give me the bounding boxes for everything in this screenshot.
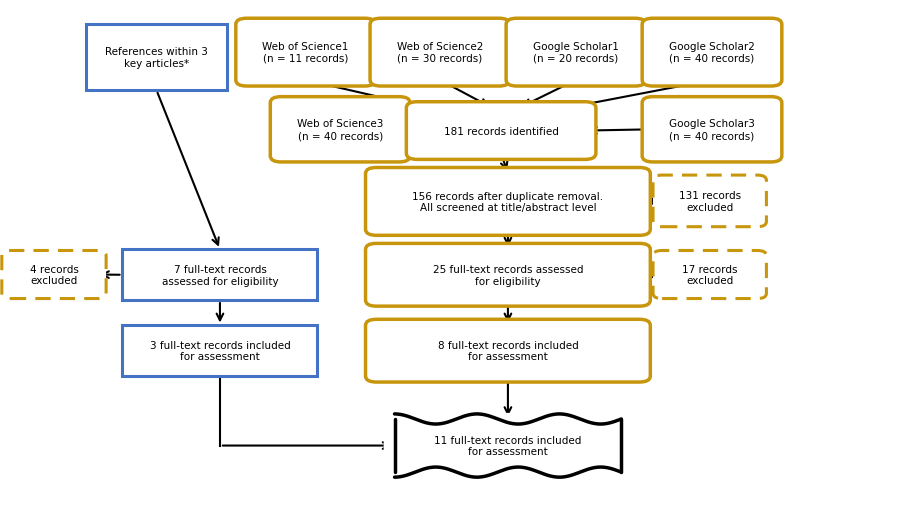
FancyBboxPatch shape <box>270 97 410 163</box>
FancyBboxPatch shape <box>642 97 782 163</box>
Text: 17 records
excluded: 17 records excluded <box>682 264 737 286</box>
Text: 25 full-text records assessed
for eligibility: 25 full-text records assessed for eligib… <box>433 265 583 286</box>
FancyBboxPatch shape <box>366 244 650 307</box>
Text: 3 full-text records included
for assessment: 3 full-text records included for assessm… <box>150 340 290 362</box>
Text: Web of Science1
(n = 11 records): Web of Science1 (n = 11 records) <box>262 42 349 64</box>
Text: 11 full-text records included
for assessment: 11 full-text records included for assess… <box>434 435 581 457</box>
Text: Web of Science3
(n = 40 records): Web of Science3 (n = 40 records) <box>297 119 384 141</box>
FancyBboxPatch shape <box>366 320 650 382</box>
FancyBboxPatch shape <box>642 19 782 87</box>
FancyBboxPatch shape <box>370 19 510 87</box>
Text: 8 full-text records included
for assessment: 8 full-text records included for assessm… <box>437 340 579 362</box>
FancyBboxPatch shape <box>2 251 106 299</box>
Text: Web of Science2
(n = 30 records): Web of Science2 (n = 30 records) <box>396 42 483 64</box>
Text: 156 records after duplicate removal.
All screened at title/abstract level: 156 records after duplicate removal. All… <box>413 191 603 213</box>
FancyBboxPatch shape <box>406 103 596 160</box>
FancyBboxPatch shape <box>653 251 766 299</box>
FancyBboxPatch shape <box>384 413 632 478</box>
Text: Google Scholar3
(n = 40 records): Google Scholar3 (n = 40 records) <box>669 119 755 141</box>
Text: 4 records
excluded: 4 records excluded <box>30 264 78 286</box>
Text: 7 full-text records
assessed for eligibility: 7 full-text records assessed for eligibi… <box>161 265 278 286</box>
FancyBboxPatch shape <box>653 176 766 227</box>
FancyBboxPatch shape <box>86 25 227 91</box>
Text: Google Scholar1
(n = 20 records): Google Scholar1 (n = 20 records) <box>533 42 619 64</box>
FancyBboxPatch shape <box>236 19 375 87</box>
Text: Google Scholar2
(n = 40 records): Google Scholar2 (n = 40 records) <box>669 42 755 64</box>
FancyBboxPatch shape <box>506 19 646 87</box>
Text: 131 records
excluded: 131 records excluded <box>678 191 741 212</box>
FancyBboxPatch shape <box>366 168 650 236</box>
FancyBboxPatch shape <box>122 326 317 376</box>
Text: References within 3
key articles*: References within 3 key articles* <box>105 47 208 69</box>
Text: 181 records identified: 181 records identified <box>444 126 559 136</box>
FancyBboxPatch shape <box>122 250 317 300</box>
